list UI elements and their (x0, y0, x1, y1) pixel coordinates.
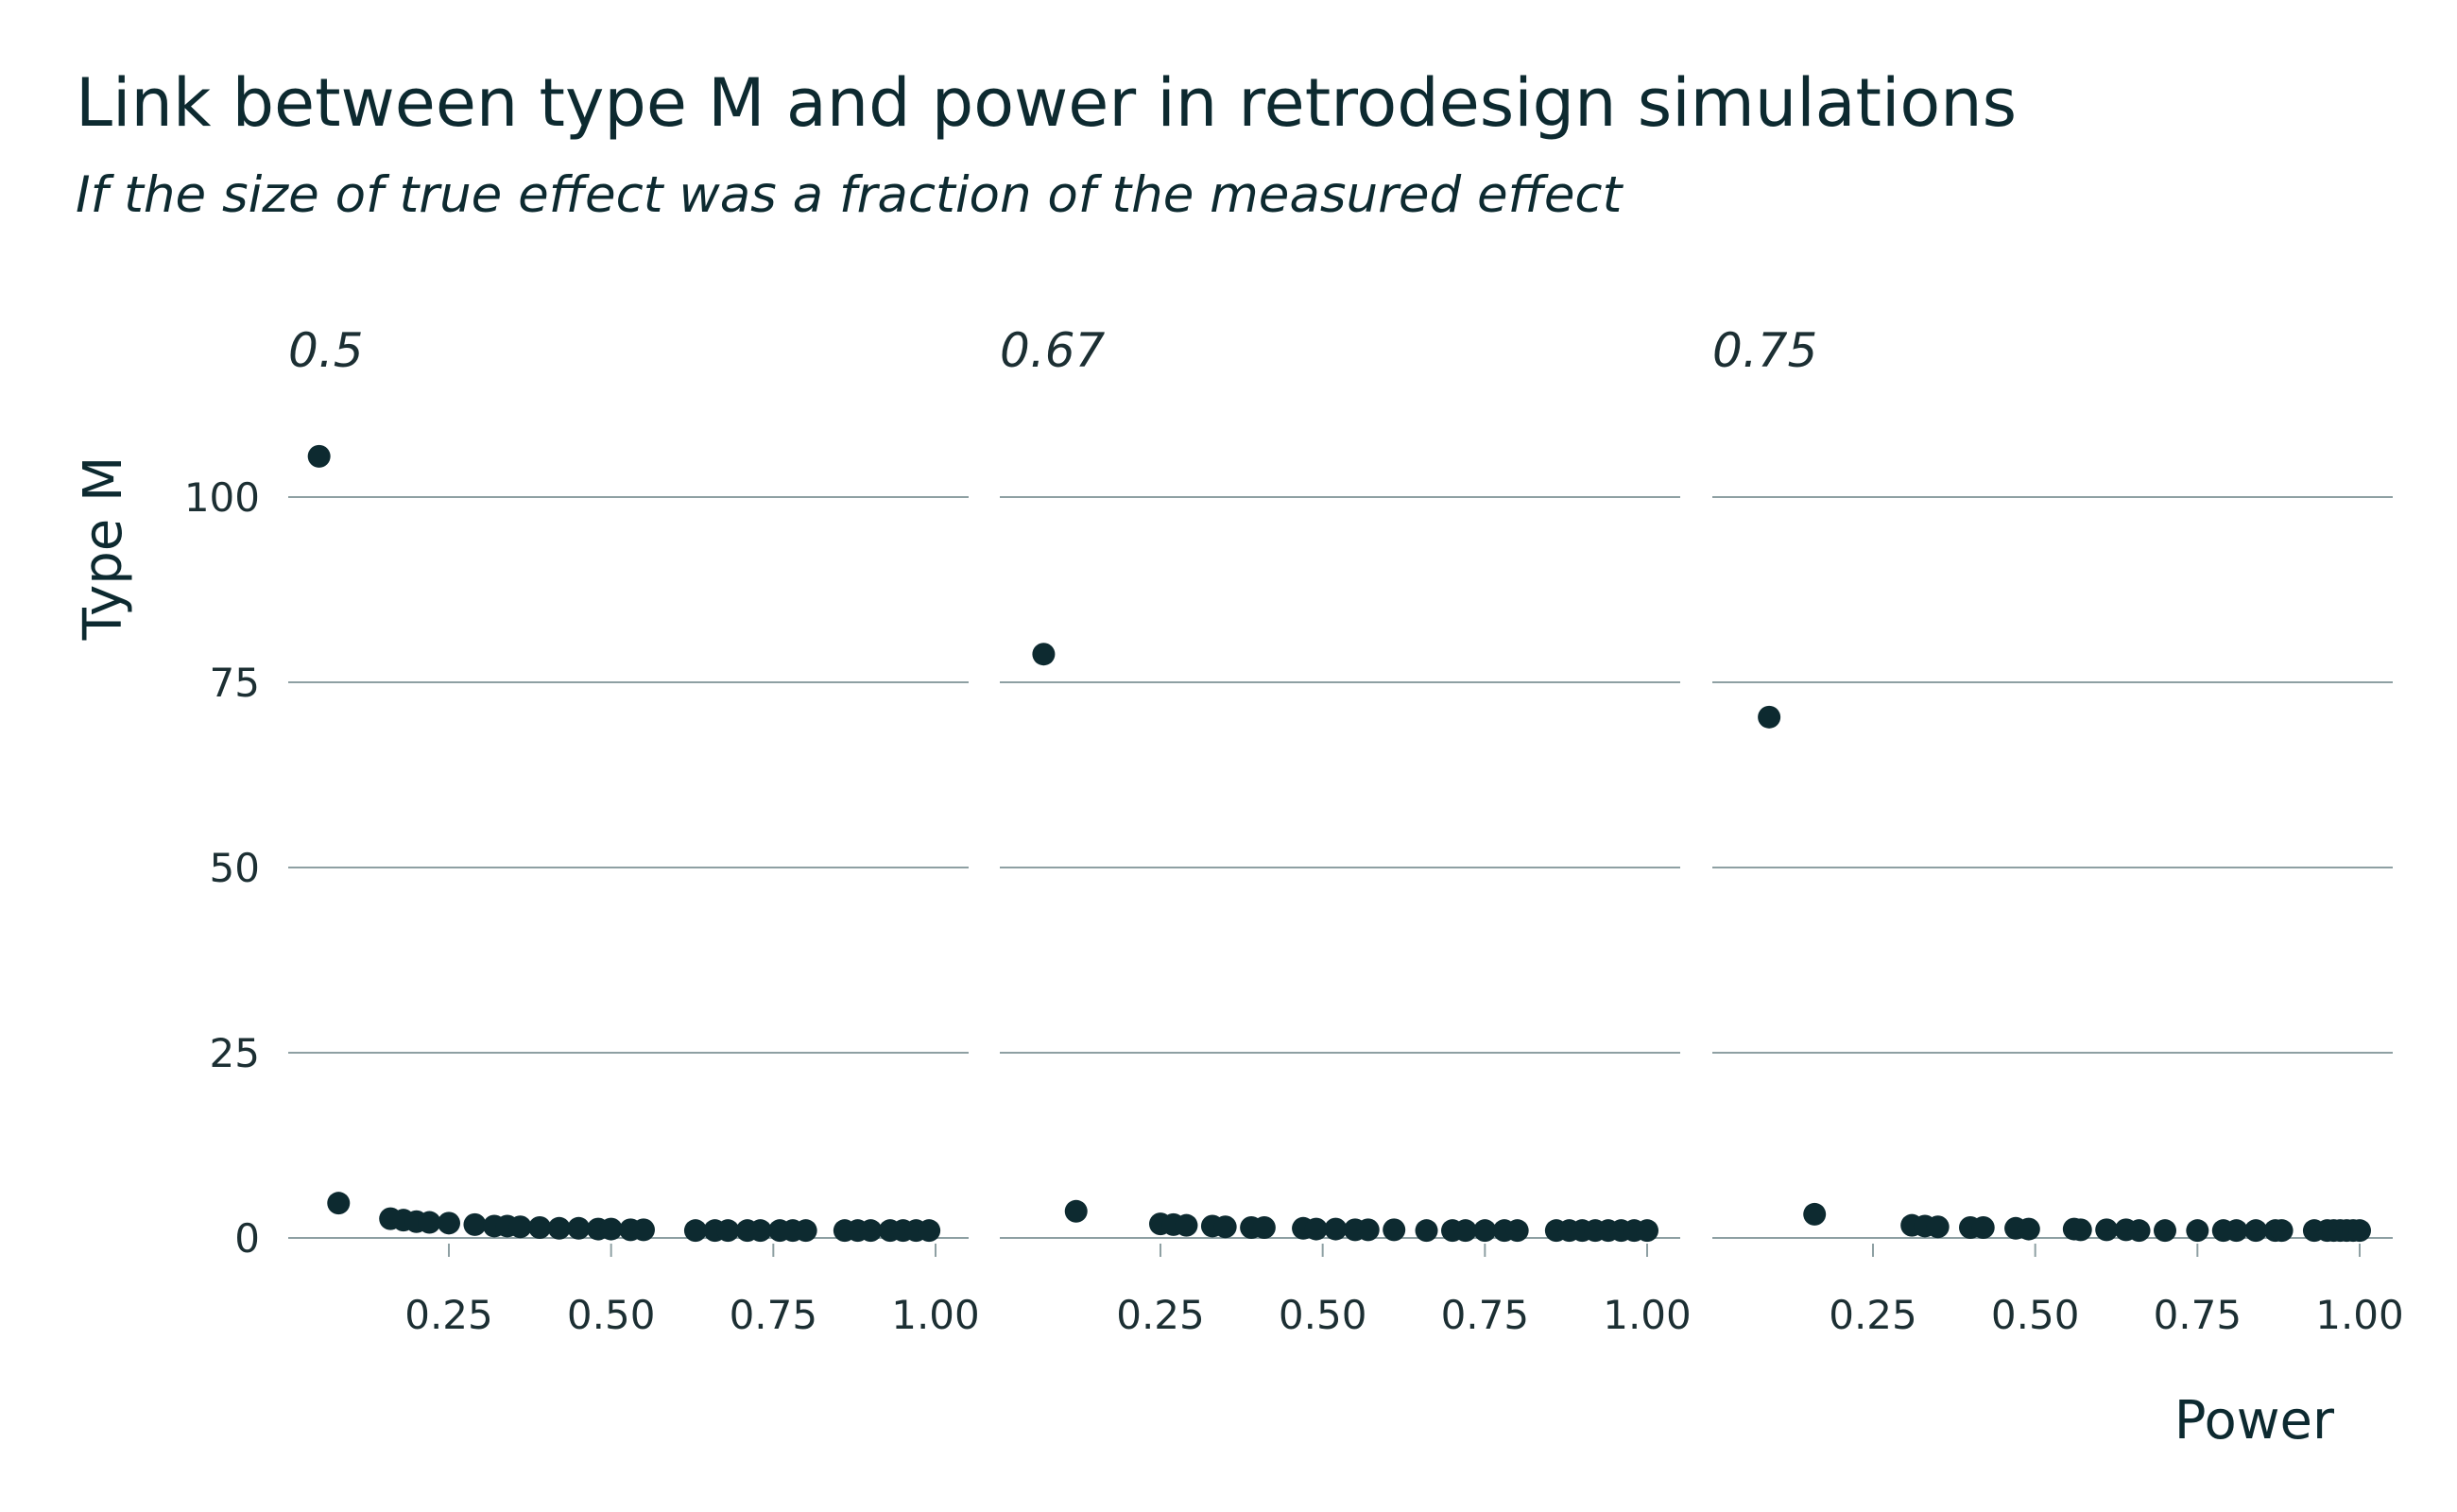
data-point (1926, 1215, 1950, 1239)
x-tick-label: 0.25 (1116, 1292, 1205, 1338)
data-point (2154, 1219, 2176, 1243)
facet-label: 0.75 (1712, 323, 1817, 378)
data-point (1453, 1219, 1477, 1243)
data-point (547, 1216, 571, 1240)
facet-panel-0.75: 0.75 0.25 0.50 0.75 1.00 (1712, 323, 2404, 1338)
x-tick-label: 0.75 (2154, 1292, 2242, 1338)
x-tick-label: 0.75 (1441, 1292, 1530, 1338)
data-point (1636, 1219, 1658, 1243)
chart-title: Link between type M and power in retrode… (76, 64, 2018, 142)
facet-label: 0.5 (288, 323, 364, 378)
data-point (1758, 705, 1781, 729)
data-point (1324, 1217, 1348, 1241)
y-tick-label: 75 (210, 660, 260, 706)
x-tick-label: 1.00 (1603, 1292, 1692, 1338)
x-tick-label: 0.50 (1991, 1292, 2080, 1338)
x-tick-label: 0.50 (567, 1292, 656, 1338)
data-point (1304, 1217, 1328, 1241)
facet-panel-0.5: 0.5 0.25 0.50 0.75 1.00 (288, 323, 980, 1338)
data-point (1415, 1219, 1438, 1243)
data-point (1473, 1219, 1497, 1243)
x-tick-label: 1.00 (891, 1292, 980, 1338)
data-point (1213, 1215, 1237, 1239)
data-point (1032, 643, 1056, 666)
data-point (1175, 1213, 1198, 1237)
data-point (859, 1219, 883, 1243)
y-tick-label: 100 (184, 474, 260, 521)
facet-panels: 0.50.25 0.50 0.75 1.000.670.25 0.50 0.75 1.000… (288, 323, 2404, 1338)
y-tick-label: 25 (210, 1030, 260, 1076)
data-point (463, 1212, 487, 1236)
data-point (1252, 1216, 1276, 1240)
data-point (2127, 1219, 2151, 1243)
data-point (632, 1218, 655, 1242)
data-point (918, 1219, 941, 1243)
data-point (1383, 1218, 1406, 1242)
data-point (748, 1219, 772, 1243)
x-axis-title: Power (2174, 1390, 2335, 1452)
data-point (1064, 1199, 1088, 1223)
data-point (438, 1211, 460, 1235)
data-point (1356, 1218, 1380, 1242)
x-tick-label: 0.75 (730, 1292, 818, 1338)
data-point (1971, 1216, 1995, 1240)
facet-panel-0.67: 0.67 0.25 0.50 0.75 1.00 (1000, 323, 1692, 1338)
y-axis-title: Type M (73, 456, 134, 642)
data-point (2270, 1219, 2294, 1243)
data-point (2069, 1218, 2092, 1242)
data-point (1803, 1202, 1827, 1226)
data-point (683, 1219, 707, 1243)
y-tick-label: 0 (234, 1215, 260, 1262)
data-point (2244, 1219, 2268, 1243)
x-tick-label: 0.25 (404, 1292, 493, 1338)
y-tick-label: 50 (210, 845, 260, 891)
data-point (2225, 1219, 2248, 1243)
data-point (2017, 1217, 2040, 1241)
y-axis: 0 25 50 75 100 (184, 474, 260, 1262)
data-point (794, 1219, 817, 1243)
data-point (508, 1215, 532, 1239)
x-tick-label: 1.00 (2315, 1292, 2404, 1338)
data-point (2095, 1218, 2119, 1242)
chart-subtitle: If the size of true effect was a fractio… (76, 166, 1623, 224)
facet-label: 0.67 (1000, 323, 1106, 378)
data-point (528, 1216, 552, 1240)
data-point (2348, 1219, 2371, 1243)
data-point (567, 1216, 591, 1240)
data-point (1505, 1219, 1529, 1243)
data-point (599, 1217, 623, 1241)
data-point (418, 1211, 441, 1234)
data-point (716, 1219, 740, 1243)
data-point (307, 444, 331, 468)
x-tick-label: 0.25 (1829, 1292, 1917, 1338)
data-point (327, 1192, 351, 1215)
x-tick-label: 0.50 (1279, 1292, 1367, 1338)
data-point (2186, 1219, 2209, 1243)
